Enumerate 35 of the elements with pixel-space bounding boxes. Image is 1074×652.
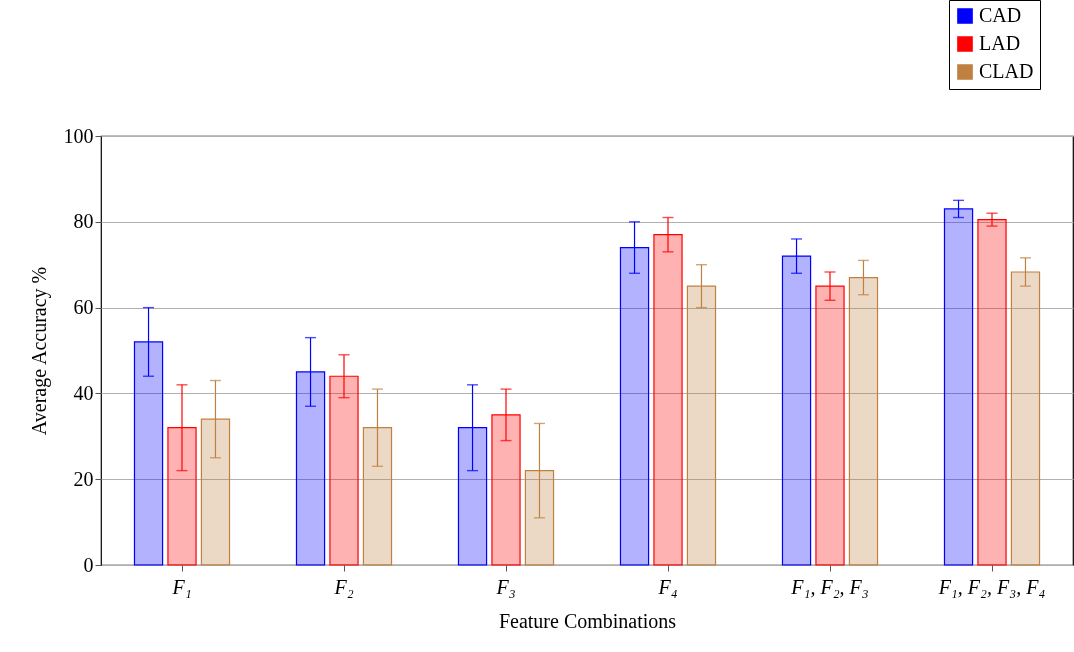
bar	[815, 285, 845, 566]
bar	[781, 255, 812, 566]
x-tick-label: F₁	[171, 575, 192, 598]
y-tick-label: 60	[73, 296, 94, 319]
x-tick-label: F₃	[495, 575, 516, 598]
bar	[457, 427, 488, 566]
legend-label: CLAD	[979, 60, 1034, 82]
y-tick-label: 40	[73, 381, 94, 404]
bar	[491, 414, 521, 566]
bar	[362, 427, 393, 566]
bar	[619, 246, 650, 566]
x-axis-title: Feature Combinations	[498, 609, 677, 632]
bar	[167, 427, 197, 566]
bar	[1010, 271, 1041, 566]
bar	[200, 418, 231, 566]
y-tick-label: 100	[63, 124, 94, 147]
bar	[977, 219, 1007, 566]
bar	[295, 371, 326, 566]
y-tick-label: 0	[83, 553, 94, 576]
y-axis-title: Average Accuracy %	[27, 266, 51, 436]
legend-label: CAD	[979, 4, 1022, 26]
bar	[686, 285, 717, 566]
bar	[133, 341, 164, 566]
x-tick-label: F₄	[657, 575, 678, 598]
bar	[653, 234, 683, 566]
bar	[943, 208, 974, 566]
x-tick-label: F₂	[333, 575, 354, 598]
x-tick-label: F₁, F₂, F₃, F₄	[937, 575, 1046, 598]
bar	[848, 276, 879, 566]
bar	[329, 375, 359, 566]
y-tick-label: 20	[73, 467, 94, 490]
bar	[524, 470, 555, 566]
y-tick-label: 80	[73, 210, 94, 233]
legend-label: LAD	[979, 32, 1021, 54]
x-tick-label: F₁, F₂, F₃	[790, 575, 869, 598]
